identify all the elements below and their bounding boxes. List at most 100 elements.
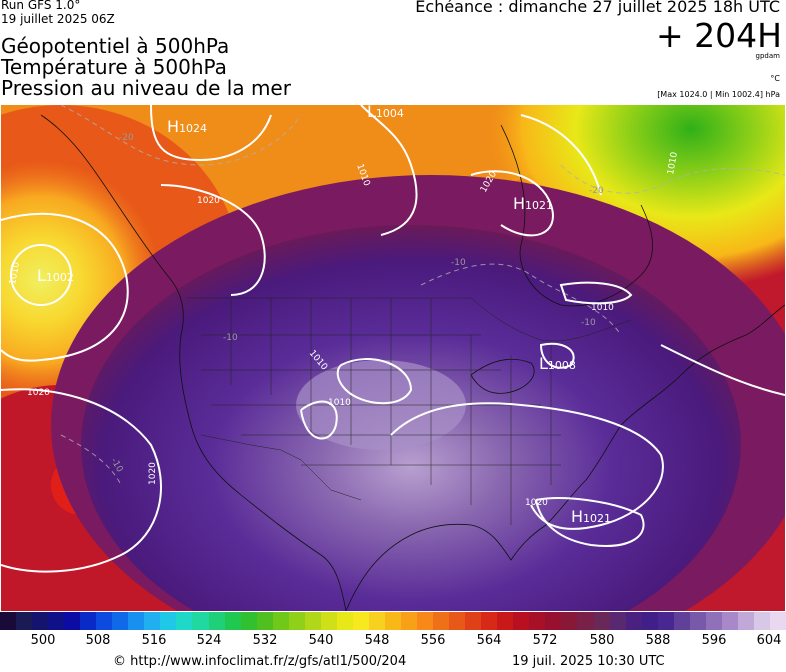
scale-swatch (705, 612, 723, 630)
gulf-east-coastline (345, 304, 785, 611)
scale-tick: 508 (85, 633, 111, 648)
forecast-map-svg: H1024 H1021 H1021 L1002 L1004 L1008 1020… (1, 105, 785, 611)
pressure-centers: H1024 H1021 H1021 L1002 L1004 L1008 (37, 105, 611, 526)
west-coastline (40, 114, 347, 611)
low-center-2: L1004 (367, 105, 404, 121)
isobar-1010-small (300, 400, 338, 440)
pressure-range: [Max 1024.0 | Min 1002.4] hPa (657, 90, 780, 99)
scale-swatch (497, 612, 514, 630)
unit-celsius: °C (770, 74, 780, 83)
isobar-label: 1020 (27, 388, 50, 398)
scale-swatch (0, 612, 17, 630)
scale-swatch (160, 612, 178, 630)
scale-tick: 556 (420, 633, 446, 648)
us-canada-border (186, 297, 632, 342)
isobar-h1021-north (470, 170, 554, 237)
isobar-atlantic (660, 344, 785, 396)
scale-swatch (545, 612, 563, 630)
scale-tick: 588 (645, 633, 671, 648)
scale-swatch (465, 612, 482, 630)
color-scale (0, 612, 786, 630)
scale-swatch (753, 612, 771, 630)
scale-swatch (208, 612, 226, 630)
scale-swatch (320, 612, 338, 630)
isobar-pacific-1020 (1, 388, 162, 573)
isotherm-lakes (420, 263, 622, 336)
map-titles: Géopotentiel à 500hPa Température à 500h… (1, 36, 291, 99)
coastlines (40, 114, 785, 611)
scale-swatch (192, 612, 210, 630)
scale-swatch (336, 612, 354, 630)
scale-swatch (288, 612, 306, 630)
scale-swatch (673, 612, 691, 630)
isobar-h1021-gulf (535, 497, 645, 547)
scale-swatch (577, 612, 595, 630)
scale-swatch (513, 612, 530, 630)
isobar-1010-lakes (559, 281, 633, 305)
scale-swatch (368, 612, 386, 630)
forecast-map[interactable]: H1024 H1021 H1021 L1002 L1004 L1008 1020… (1, 105, 785, 611)
great-lakes-outline (470, 358, 535, 394)
scale-tick: 524 (196, 633, 222, 648)
high-center-1: H1024 (167, 117, 207, 136)
scale-tick: 540 (308, 633, 334, 648)
forecast-valid-time: Echéance : dimanche 27 juillet 2025 18h … (415, 0, 780, 16)
temperature-label: -20 (589, 186, 604, 196)
scale-swatch (417, 612, 434, 630)
color-scale-ticks: 500 508 516 524 532 540 548 556 564 572 … (0, 633, 786, 651)
scale-tick: 548 (364, 633, 390, 648)
scale-swatch (561, 612, 579, 630)
unit-gpdam: gpdam (755, 52, 780, 60)
scale-swatch (641, 612, 659, 630)
temperature-label: -10 (223, 333, 238, 343)
scale-swatch (769, 612, 786, 630)
isobar-label: 1010 (8, 261, 22, 286)
high-center-2: H1021 (513, 194, 553, 213)
isobar-l1002-outer (1, 212, 129, 362)
title-pressure: Pression au niveau de la mer (1, 76, 291, 100)
temperature-label: -10 (581, 318, 596, 328)
scale-swatch (128, 612, 145, 630)
state-lines-vertical (230, 298, 552, 525)
scale-swatch (625, 612, 643, 630)
isobar-l1002-inner (10, 244, 72, 306)
scale-swatch (112, 612, 129, 630)
scale-tick: 604 (756, 633, 782, 648)
scale-swatch (737, 612, 755, 630)
scale-swatch (96, 612, 113, 630)
run-date-label: 19 juillet 2025 06Z (1, 12, 115, 26)
isobar-label: 1010 (666, 151, 680, 176)
scale-tick: 500 (30, 633, 56, 648)
isobar-l1008 (539, 342, 575, 369)
scale-swatch (16, 612, 33, 630)
isobar-label: 1020 (525, 498, 548, 508)
high-center-3: H1021 (571, 507, 611, 526)
isobar-l1004 (360, 105, 418, 236)
isobar-label: 1020 (197, 196, 220, 206)
scale-swatch (80, 612, 97, 630)
scale-swatch (593, 612, 611, 630)
scale-tick: 596 (701, 633, 727, 648)
scale-swatch (272, 612, 290, 630)
scale-swatch (64, 612, 81, 630)
forecast-lead-time: + 204H (656, 16, 782, 55)
scale-tick: 564 (476, 633, 502, 648)
isotherm-northeast (560, 164, 785, 194)
temperature-label: -20 (119, 133, 134, 143)
scale-swatch (433, 612, 450, 630)
borders (186, 297, 632, 525)
scale-swatch (721, 612, 739, 630)
scale-tick: 572 (532, 633, 558, 648)
scale-swatch (32, 612, 49, 630)
title-geopotential: Géopotentiel à 500hPa (1, 34, 230, 58)
scale-swatch (449, 612, 466, 630)
hudson-bay-outline (500, 124, 653, 307)
scale-tick: 516 (141, 633, 167, 648)
generated-time: 19 juil. 2025 10:30 UTC (512, 654, 665, 669)
source-link[interactable]: © http://www.infoclimat.fr/z/gfs/atl1/50… (113, 654, 407, 669)
isobar-label: 1010 (591, 303, 614, 313)
scale-swatch (224, 612, 242, 630)
isotherm-pacific (60, 434, 122, 486)
isobar-1020-southeast (390, 402, 664, 530)
scale-swatch (657, 612, 675, 630)
